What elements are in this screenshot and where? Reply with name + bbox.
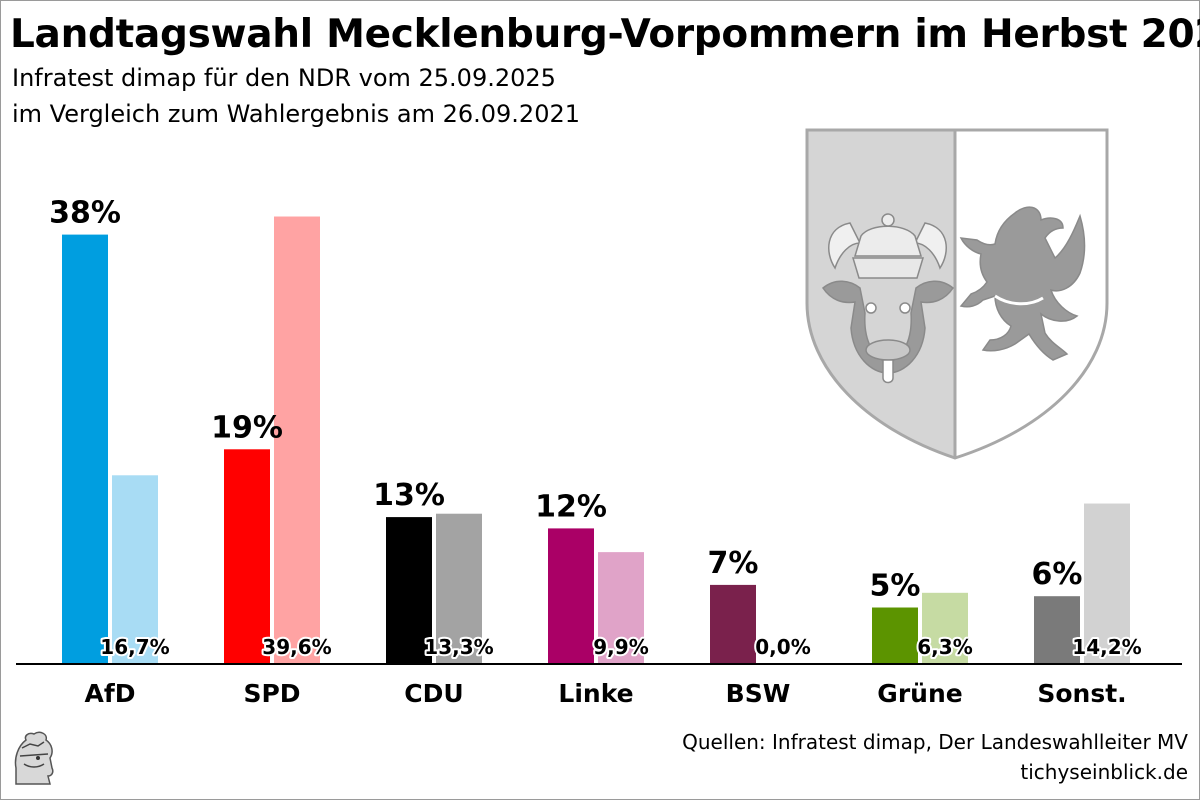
category-label-2: CDU [404, 679, 463, 708]
bar-2025-3 [548, 528, 594, 664]
category-label-5: Grüne [877, 679, 962, 708]
griffin-icon [959, 206, 1086, 361]
value-label-2025-6: 6% [1032, 557, 1083, 592]
value-label-2025-0: 38% [49, 196, 121, 231]
category-label-4: BSW [726, 679, 791, 708]
value-label-2021-6: 14,2% [1072, 635, 1141, 659]
value-label-2021-0: 16,7% [100, 635, 169, 659]
chart-title: Landtagswahl Mecklenburg-Vorpommern im H… [10, 12, 1200, 57]
bar-2025-4 [710, 584, 756, 664]
bar-2021-6 [1084, 503, 1130, 664]
site-credit: tichyseinblick.de [1020, 760, 1188, 784]
category-label-0: AfD [85, 679, 136, 708]
coat-of-arms-emblem [805, 128, 1109, 460]
value-label-2025-4: 7% [708, 546, 759, 581]
bar-2025-5 [872, 607, 918, 664]
value-label-2021-3: 9,9% [593, 635, 648, 659]
source-note: Quellen: Infratest dimap, Der Landeswahl… [682, 730, 1188, 754]
chart-subtitle-source: Infratest dimap für den NDR vom 25.09.20… [12, 64, 556, 92]
publisher-logo-icon [14, 731, 54, 785]
value-label-2021-1: 39,6% [262, 635, 331, 659]
value-label-2025-2: 13% [373, 478, 445, 513]
value-label-2025-1: 19% [211, 410, 283, 445]
chart-subtitle-comparison: im Vergleich zum Wahlergebnis am 26.09.2… [12, 100, 580, 128]
bull-head-icon [822, 213, 954, 384]
category-label-6: Sonst. [1037, 679, 1126, 708]
bar-2025-1 [224, 449, 270, 664]
value-label-2021-4: 0,0% [755, 635, 810, 659]
category-label-3: Linke [558, 679, 633, 708]
value-label-2025-5: 5% [870, 569, 921, 604]
value-label-2021-2: 13,3% [424, 635, 493, 659]
value-label-2021-5: 6,3% [917, 635, 972, 659]
bar-2021-1 [274, 216, 320, 664]
value-label-2025-3: 12% [535, 489, 607, 524]
bar-2025-0 [62, 234, 108, 664]
bar-2021-2 [436, 513, 482, 664]
bar-2025-6 [1034, 596, 1080, 664]
category-label-1: SPD [243, 679, 300, 708]
bar-2025-2 [386, 517, 432, 664]
bar-2021-3 [598, 552, 644, 664]
bar-2021-5 [922, 592, 968, 664]
bar-2021-0 [112, 475, 158, 664]
